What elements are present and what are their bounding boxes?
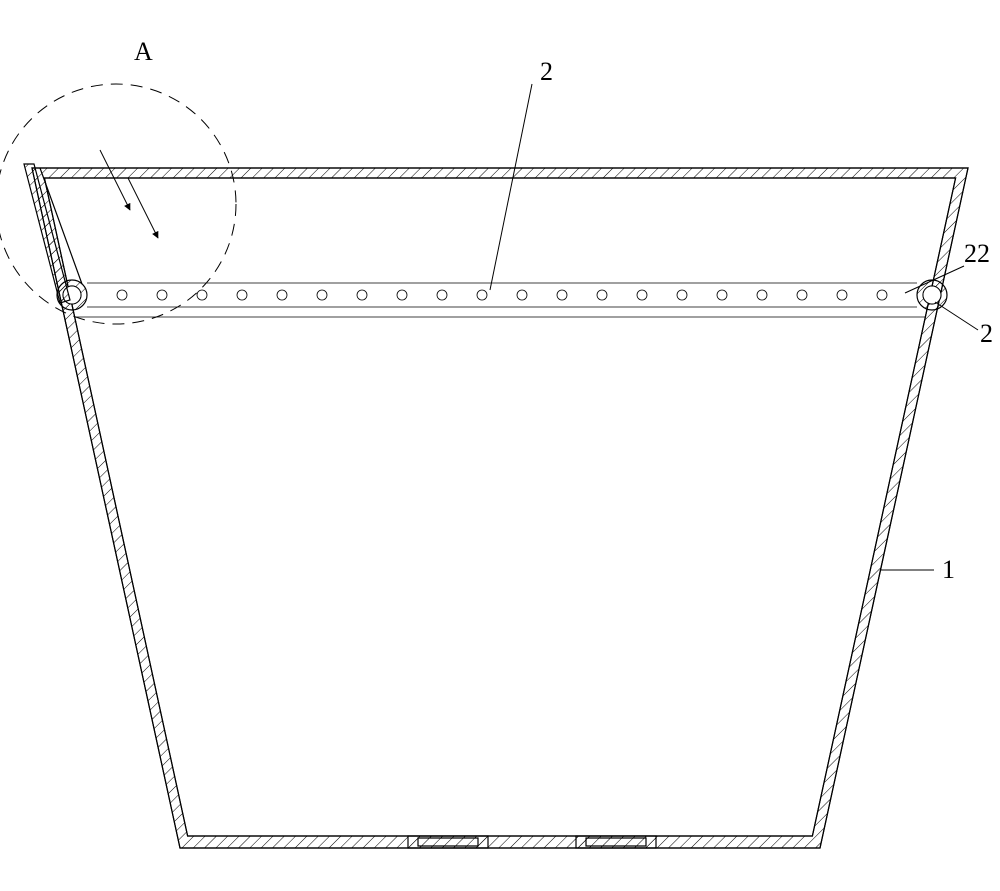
hole	[717, 290, 727, 300]
hole	[877, 290, 887, 300]
hole	[837, 290, 847, 300]
hole	[397, 290, 407, 300]
text-label-2-side: 2	[980, 319, 993, 348]
hole	[117, 290, 127, 300]
text-label-1: 1	[942, 555, 955, 584]
flow-arrow-2	[128, 178, 158, 238]
hole	[157, 290, 167, 300]
text-label-22: 22	[964, 239, 990, 268]
hole	[437, 290, 447, 300]
hole	[317, 290, 327, 300]
text-label-2-top: 2	[540, 57, 553, 86]
flow-arrow-1	[100, 150, 130, 210]
leader-2-side	[935, 302, 978, 330]
pot-wall	[32, 168, 968, 848]
hole	[557, 290, 567, 300]
hole	[197, 290, 207, 300]
ring-right-bore	[924, 287, 941, 304]
plate-holes	[117, 290, 887, 300]
hole	[277, 290, 287, 300]
pot-inner-outline	[44, 178, 955, 836]
hole	[237, 290, 247, 300]
hole	[637, 290, 647, 300]
hole	[677, 290, 687, 300]
pot-outer-outline	[32, 168, 968, 848]
hole	[517, 290, 527, 300]
hole	[797, 290, 807, 300]
hole	[757, 290, 767, 300]
leader-2-top	[490, 84, 532, 290]
hole	[357, 290, 367, 300]
hole	[597, 290, 607, 300]
hole	[477, 290, 487, 300]
text-label-A: A	[134, 37, 153, 66]
